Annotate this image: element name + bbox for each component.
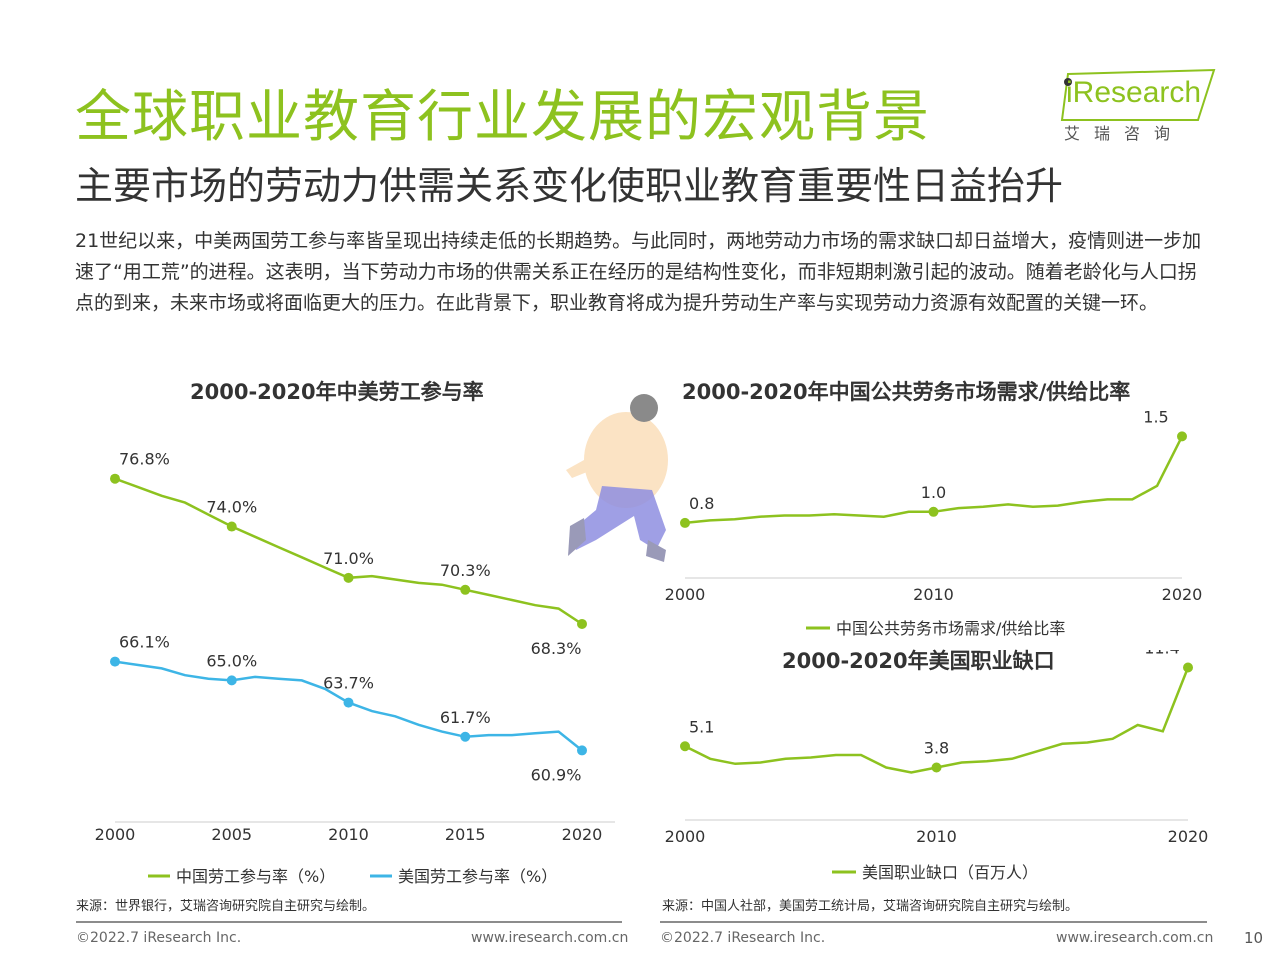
chart1-series-0-point-2015 [460,584,471,595]
chart1-series-0-point-2010 [343,572,354,583]
chart3-series-0-point-2010 [931,762,942,773]
chart1-series-0-point-2020 [577,618,587,629]
chart1-series-0-label-2000: 76.8% [119,450,170,469]
chart1-series-0-label-2020: 68.3% [531,639,582,658]
chart2-series-0-label-2000: 0.8 [689,494,714,513]
chart1-series-1-label-2015: 61.7% [440,708,491,727]
chart1-xtick-2015: 2015 [445,825,486,844]
chart3-title: 2000-2020年美国职业缺口 [782,649,1055,673]
chart-us-job-gap: 5.1 3.8 11.4 2000 2010 2020 美国职业缺口（百万人） [665,650,1209,882]
legend-label-us-gap: 美国职业缺口（百万人） [862,863,1038,882]
chart2-title: 2000-2020年中国公共劳务市场需求/供给比率 [682,380,1131,404]
chart1-series-1-point-2015 [460,731,471,742]
chart2-xtick-2020: 2020 [1162,585,1203,604]
chart2-series-0-label-2020: 1.5 [1143,407,1168,426]
chart3-xtick-2010: 2010 [916,827,957,846]
source-right: 来源：中国人社部，美国劳工统计局，艾瑞咨询研究院自主研究与绘制。 [662,899,1079,914]
chart1-series-1-label-2020: 60.9% [531,765,582,784]
chart2-xtick-2010: 2010 [913,585,954,604]
page-title: 全球职业教育行业发展的宏观背景 [75,85,930,150]
chart3-series-0-label-2010: 3.8 [924,739,949,758]
chart1-series-0-label-2010: 71.0% [323,549,374,568]
chart1-xtick-2020: 2020 [562,825,603,844]
footer-rule-right [660,921,1207,923]
chart2-series-0-point-2010 [928,506,939,517]
chart1-xtick-2010: 2010 [328,825,369,844]
chart-cn-demand-supply: 0.8 1.0 1.5 2000 2010 2020 中国公共劳务市场需求/供给比率 [665,407,1203,638]
chart1-series-0-point-2005 [226,521,237,532]
chart3-xtick-2000: 2000 [665,827,706,846]
chart1-series-0-label-2005: 74.0% [206,498,257,517]
chart1-series-1-point-2020 [577,745,587,756]
footer-copyright-left: ©2022.7 iResearch Inc. [76,930,242,946]
chart3-series-0-point-2000 [680,741,690,752]
chart1-series-1-label-2010: 63.7% [323,674,374,693]
chart1-xtick-2000: 2000 [95,825,136,844]
chart-labor-participation: 76.8% 74.0% 71.0% 70.3% 68.3% 66.1% 65.0% 63.7%… [95,450,615,886]
footer-rule-left [76,921,622,923]
chart1-series-0-label-2015: 70.3% [440,561,491,580]
chart1-series-0-point-2000 [110,473,120,484]
chart1-series-1-label-2005: 65.0% [206,651,257,670]
chart2-series-0-point-2020 [1177,431,1187,442]
page-number: 10 [1244,929,1264,947]
chart3-series-0-label-2000: 5.1 [689,717,714,736]
page-subtitle: 主要市场的劳动力供需关系变化使职业教育重要性日益抬升 [75,164,1064,208]
footer-url-right[interactable]: www.iresearch.com.cn [1056,930,1214,946]
chart2-series-0-label-2010: 1.0 [921,483,946,502]
chart1-series-1-point-2000 [110,656,120,667]
footer-url-left[interactable]: www.iresearch.com.cn [471,930,629,946]
logo-word: iResearch [1066,76,1202,109]
logo-mark [1060,68,1216,121]
chart1-series-1-label-2000: 66.1% [119,633,170,652]
chart3-xtick-2020: 2020 [1168,827,1209,846]
runner-illustration [566,394,668,562]
chart1-series-1-point-2005 [226,675,237,686]
logo-cn: 艾瑞咨询 [1064,124,1185,143]
footer-copyright-right: ©2022.7 iResearch Inc. [660,930,826,946]
legend-label-us: 美国劳工参与率（%） [398,867,557,886]
intro-paragraph: 21世纪以来，中美两国劳工参与率皆呈现出持续走低的长期趋势。与此同时，两地劳动力… [75,230,1202,314]
chart3-series-0-point-2020 [1183,662,1193,673]
chart1-title: 2000-2020年中美劳工参与率 [190,380,484,404]
source-left: 来源：世界银行，艾瑞咨询研究院自主研究与绘制。 [76,899,376,914]
chart1-xtick-2005: 2005 [211,825,252,844]
chart2-xtick-2000: 2000 [665,585,706,604]
iresearch-logo: iResearch 艾瑞咨询 [1058,68,1218,148]
chart3-series-0-label-2020: 11.4 [1144,650,1180,658]
chart1-series-1-point-2010 [343,697,354,708]
legend-label-china: 中国劳工参与率（%） [176,867,335,886]
legend-label-cn-ratio: 中国公共劳务市场需求/供给比率 [836,619,1065,638]
chart2-series-0-point-2000 [680,517,690,528]
